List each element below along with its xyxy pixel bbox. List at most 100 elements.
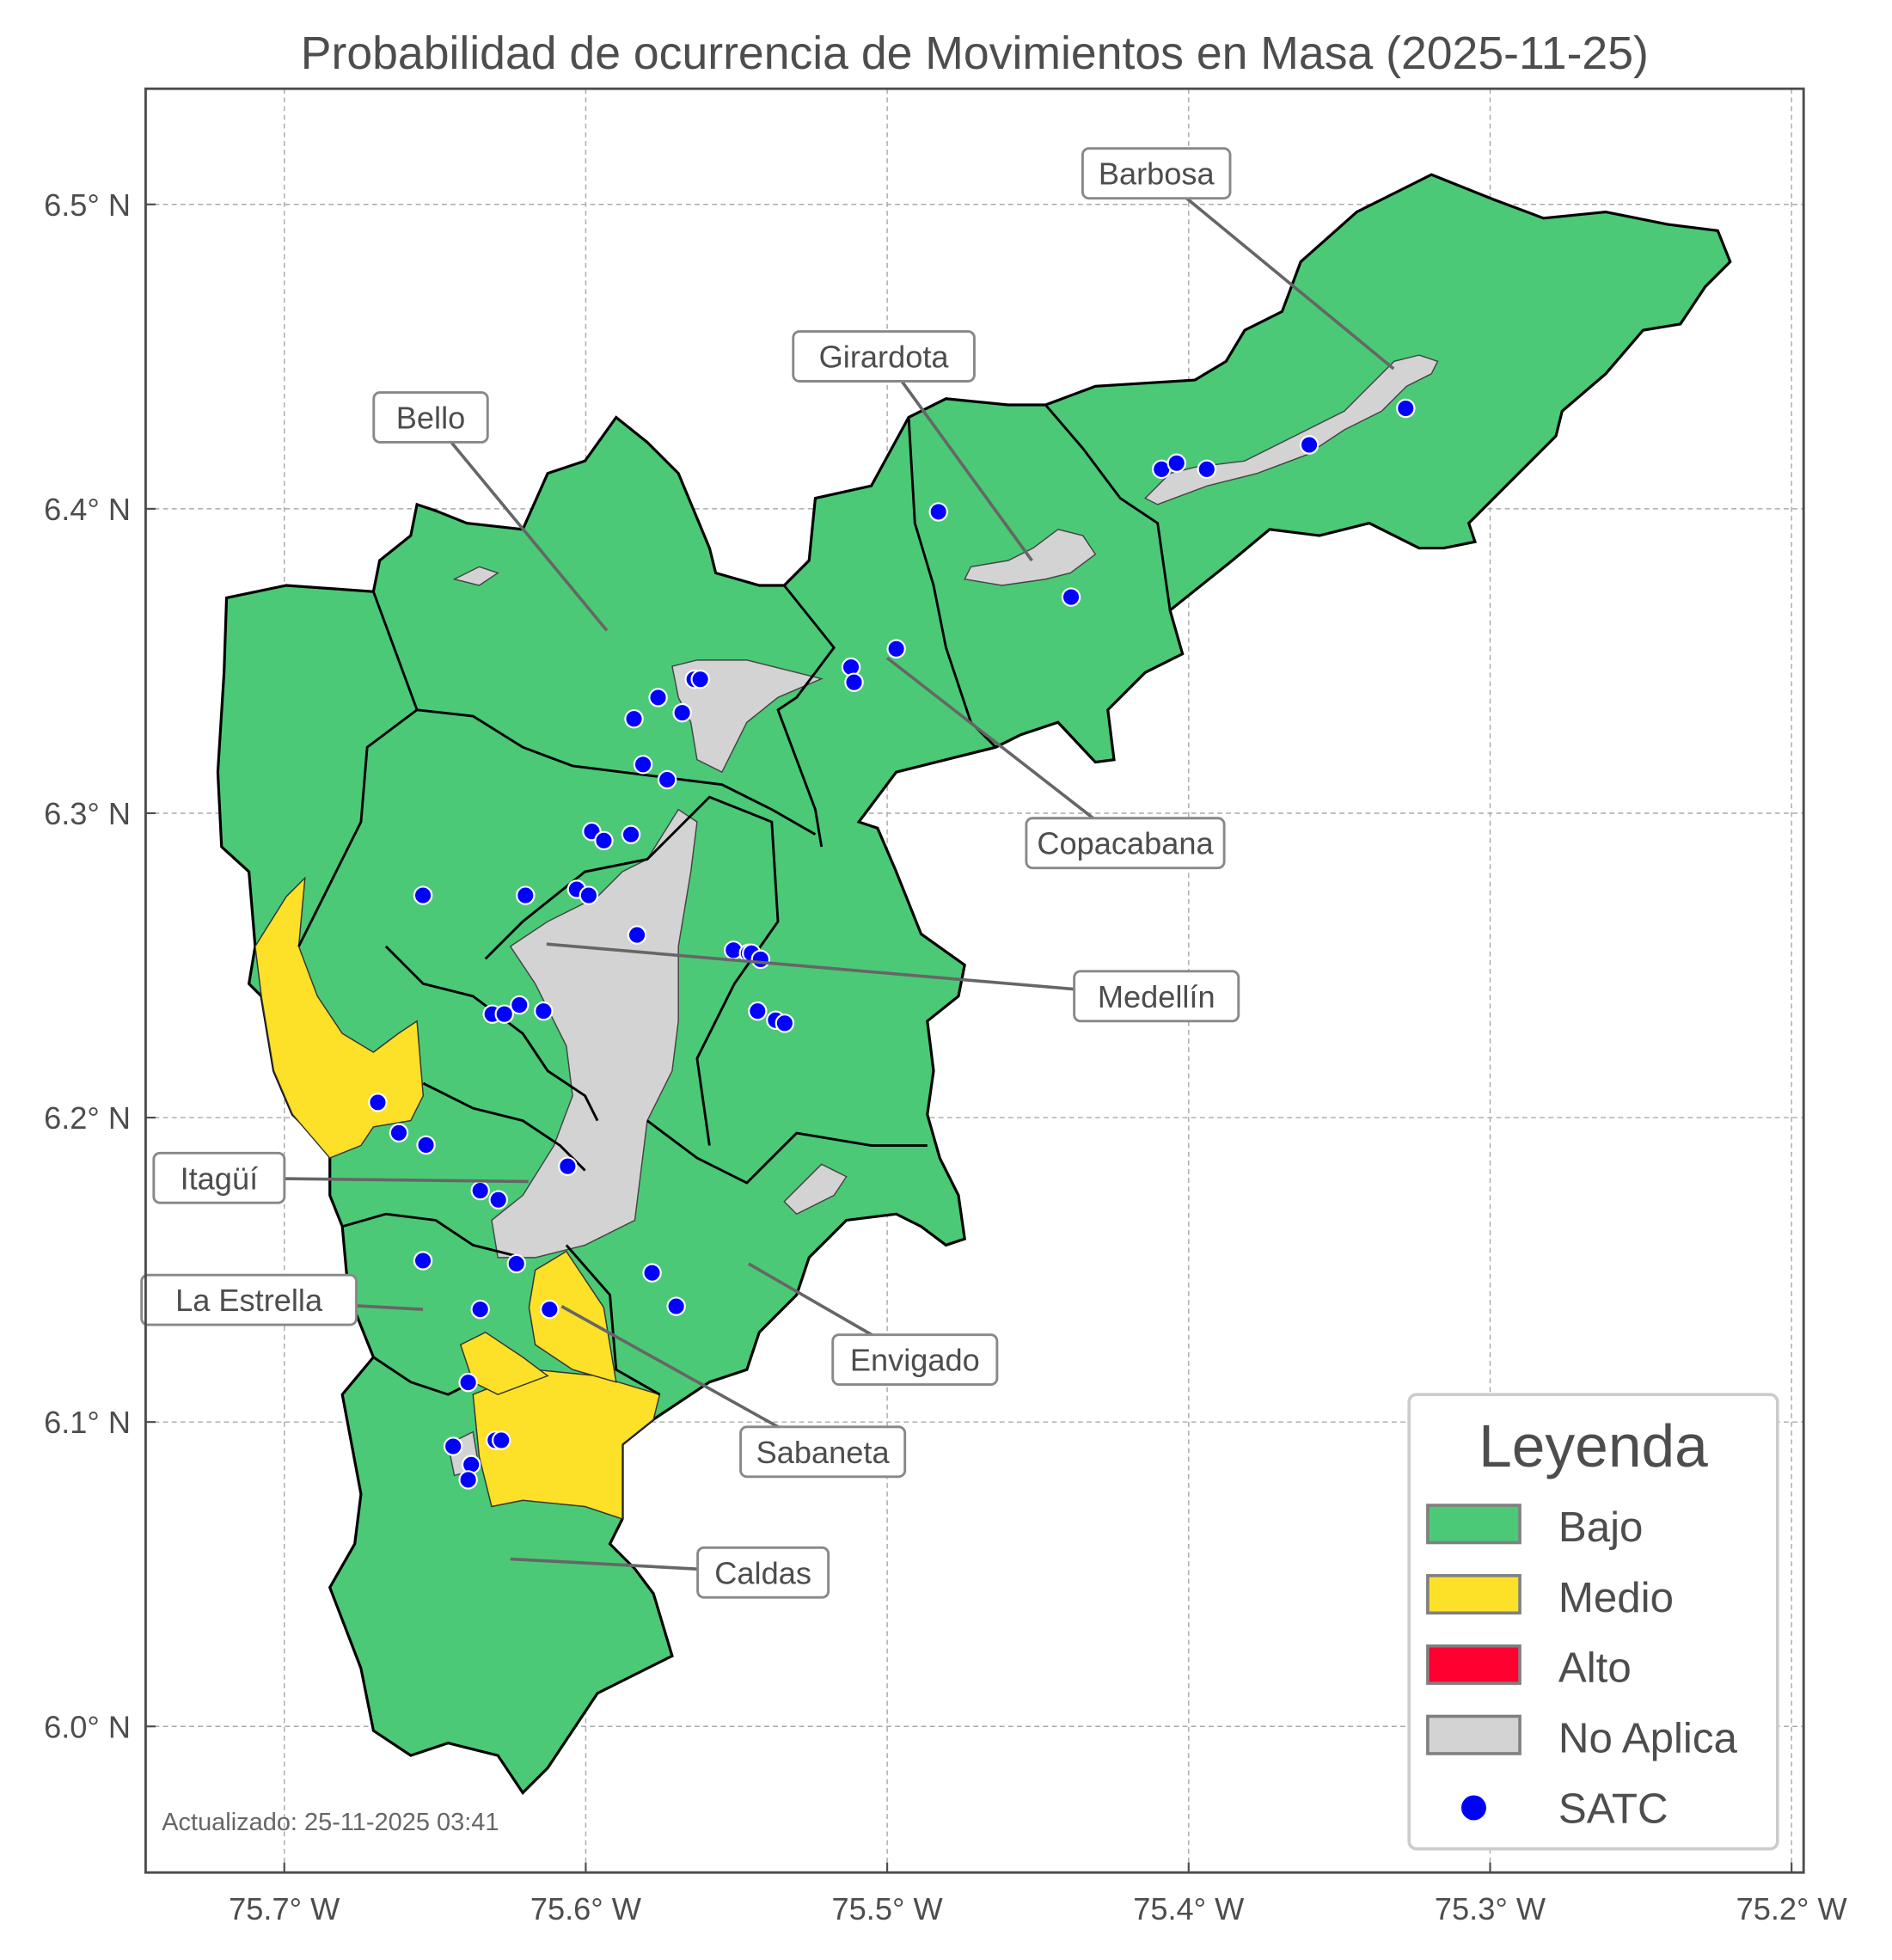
annotation-box	[739, 1425, 907, 1479]
annotation-label: Bello	[396, 401, 465, 436]
satc-point	[1061, 587, 1081, 607]
y-tick-label: 6.3° N	[44, 796, 131, 831]
x-tick-label: 75.3° W	[1435, 1891, 1546, 1926]
y-tick-label: 6.0° N	[44, 1709, 131, 1744]
annotation-girardota: Girardota	[792, 330, 1033, 562]
satc-point	[1197, 459, 1217, 480]
annotation-caldas: Caldas	[510, 1546, 830, 1599]
x-tick-label: 75.6° W	[530, 1891, 642, 1926]
satc-point	[1299, 435, 1320, 455]
satc-point	[579, 885, 599, 905]
annotation-label: Medellín	[1098, 979, 1215, 1014]
x-tick-label: 75.5° W	[832, 1891, 944, 1926]
satc-point	[470, 1299, 490, 1320]
municipality-annotations: Barbosa Girardota Bello Copacabana Medellín I…	[140, 147, 1395, 1599]
satc-point	[775, 1014, 795, 1033]
municipality-boundaries	[297, 404, 1172, 1396]
map-title: Probabilidad de ocurrencia de Movimiento…	[301, 28, 1649, 79]
satc-point	[627, 925, 647, 945]
y-tick-label: 6.1° N	[44, 1405, 131, 1440]
annotation-label: Envigado	[850, 1343, 980, 1378]
satc-point	[516, 885, 536, 905]
municipality-boundary	[384, 945, 599, 1122]
satc-point	[506, 1253, 526, 1274]
legend-swatch	[1426, 1504, 1522, 1545]
satc-point	[1166, 453, 1186, 473]
legend-item-bajo: Bajo	[1426, 1504, 1643, 1551]
annotation-label: Copacabana	[1037, 826, 1214, 861]
annotation-arrow	[1155, 172, 1395, 371]
region-no-aplica	[452, 566, 499, 586]
annotation-label: Itagüí	[181, 1161, 259, 1196]
satc-point	[458, 1470, 478, 1490]
annotation-barbosa: Barbosa	[1081, 147, 1395, 371]
satc-point	[657, 769, 677, 790]
annotation-label: Barbosa	[1099, 156, 1215, 192]
annotation-bello: Bello	[372, 391, 609, 632]
legend-item-no-aplica: No Aplica	[1426, 1714, 1738, 1762]
annotation-box	[1025, 817, 1226, 870]
satc-point	[534, 1001, 554, 1021]
municipality-boundary	[416, 708, 817, 836]
satc-point	[540, 1299, 560, 1320]
y-tick-label: 6.2° N	[44, 1100, 131, 1136]
y-tick-label: 6.5° N	[44, 187, 131, 223]
satc-point	[494, 1004, 514, 1024]
satc-point	[750, 949, 771, 970]
satc-point	[470, 1180, 490, 1201]
annotation-box	[372, 391, 489, 444]
annotation-envigado: Envigado	[747, 1262, 999, 1387]
municipality-boundary	[1044, 404, 1172, 611]
municipality-boundary	[422, 1081, 586, 1172]
annotation-itagüí: Itagüí	[152, 1151, 529, 1204]
satc-point	[621, 824, 641, 844]
satc-point	[1396, 398, 1416, 419]
annotation-box	[152, 1151, 286, 1204]
satc-point	[492, 1430, 511, 1450]
annotation-box	[1073, 970, 1240, 1023]
satc-point	[666, 1296, 686, 1316]
annotation-sabaneta: Sabaneta	[560, 1305, 907, 1479]
annotation-arrow	[882, 355, 1033, 562]
updated-timestamp: Actualizado: 25-11-2025 03:41	[162, 1809, 499, 1836]
satc-point	[748, 1001, 768, 1021]
municipality-boundary	[484, 795, 780, 1146]
legend-label: No Aplica	[1558, 1715, 1738, 1762]
annotation-arrow	[885, 656, 1127, 845]
legend-swatch	[1426, 1574, 1522, 1615]
annotation-label: Sabaneta	[756, 1435, 891, 1470]
legend: Leyenda Bajo Medio Alto No Aplica SATC	[1407, 1393, 1779, 1851]
axes-frame	[144, 87, 1805, 1874]
x-tick-label: 75.4° W	[1133, 1891, 1245, 1926]
annotation-arrow	[429, 416, 609, 632]
annotation-box	[696, 1546, 830, 1599]
legend-label: Medio	[1558, 1574, 1674, 1621]
y-tick-label: 6.4° N	[44, 492, 131, 527]
municipality-boundary	[341, 1212, 524, 1259]
municipality-boundary	[297, 591, 419, 947]
satc-points	[368, 398, 1416, 1490]
legend-item-medio: Medio	[1426, 1574, 1674, 1621]
satc-point	[633, 755, 653, 775]
annotation-label: Caldas	[714, 1555, 811, 1590]
satc-point	[624, 708, 644, 729]
satc-point	[642, 1263, 662, 1283]
annotation-label: La Estrella	[175, 1283, 323, 1318]
satc-point	[844, 672, 864, 692]
legend-item-satc: SATC	[1460, 1785, 1669, 1832]
annotation-box	[792, 330, 976, 383]
satc-point	[443, 1436, 463, 1456]
annotation-box	[831, 1333, 999, 1387]
satc-point	[886, 639, 906, 658]
annotation-box	[140, 1273, 358, 1326]
legend-swatch	[1426, 1714, 1522, 1755]
satc-point	[594, 830, 614, 851]
region-medio	[472, 1369, 661, 1520]
legend-title: Leyenda	[1479, 1412, 1708, 1479]
satc-point	[648, 688, 668, 707]
region-medio	[254, 876, 425, 1159]
legend-marker	[1460, 1795, 1486, 1821]
annotation-label: Girardota	[819, 340, 950, 375]
legend-item-alto: Alto	[1426, 1645, 1632, 1692]
